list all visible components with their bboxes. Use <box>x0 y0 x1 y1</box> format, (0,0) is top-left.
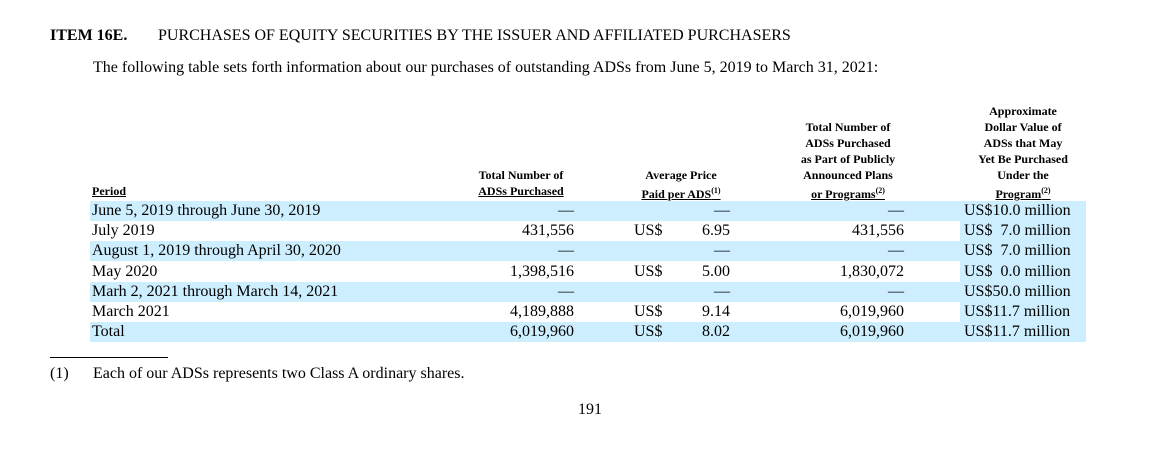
table-cell: US$ 7.0 million <box>964 222 1071 240</box>
table-cell: — <box>714 242 730 260</box>
header-text: Dollar Value of <box>984 120 1062 134</box>
column-header: Average Price Paid per ADS(1) <box>628 167 734 202</box>
table-cell: 1,830,072 <box>840 262 904 280</box>
header-line: Dollar Value of <box>960 119 1086 135</box>
header-line: Period <box>92 183 152 199</box>
header-text: ADSs that May <box>983 136 1063 150</box>
table-cell: 6,019,960 <box>510 323 574 341</box>
table-cell: 1,398,516 <box>510 262 574 280</box>
table-cell: Total <box>92 323 125 341</box>
page-number: 191 <box>578 401 602 418</box>
table-cell: US$10.0 million <box>964 202 1071 219</box>
header-line: or Programs(2) <box>788 183 908 202</box>
table-cell: — <box>888 202 904 219</box>
table-cell: US$ <box>634 262 663 280</box>
table-cell: 431,556 <box>522 222 574 240</box>
header-text: Program <box>995 187 1042 201</box>
table-row: Total 6,019,960 US$ 8.02 6,019,960 US$11.7 mi… <box>90 322 1086 343</box>
item-number: ITEM 16E. <box>50 27 128 44</box>
column-header: Period <box>92 183 152 199</box>
table-cell: US$ 7.0 million <box>964 242 1071 260</box>
header-text: Total Number of <box>478 168 564 182</box>
table-cell: US$ <box>634 303 663 320</box>
table-cell: — <box>558 242 574 260</box>
table-cell: US$50.0 million <box>964 282 1071 300</box>
table-cell: — <box>888 242 904 260</box>
column-header: Total Number of ADSs Purchased as Part of … <box>788 119 908 202</box>
table-row: Marh 2, 2021 through March 14, 2021 — — — US… <box>90 281 1086 302</box>
table-cell: US$11.7 million <box>964 323 1071 341</box>
item-title: PURCHASES OF EQUITY SECURITIES BY THE IS… <box>158 27 791 44</box>
column-header: Total Number of ADSs Purchased <box>466 167 576 199</box>
header-text: Total Number of <box>805 120 891 134</box>
header-text: Approximate <box>989 104 1057 118</box>
header-line: Total Number of <box>788 119 908 135</box>
header-line: Program(2) <box>960 183 1086 202</box>
table-cell: US$11.7 million <box>964 303 1071 320</box>
header-line: Under the <box>960 167 1086 183</box>
table-cell: August 1, 2019 through April 30, 2020 <box>92 242 341 260</box>
header-text: Under the <box>997 168 1049 182</box>
header-line: Average Price <box>628 167 734 183</box>
header-text: Yet Be Purchased <box>978 152 1068 166</box>
header-text: Paid per ADS <box>641 187 712 201</box>
column-header: Approximate Dollar Value of ADSs that May Y… <box>960 103 1086 202</box>
header-line: Approximate <box>960 103 1086 119</box>
header-text: Average Price <box>645 168 717 182</box>
footnote-marker: (1) <box>50 365 69 382</box>
header-text: as Part of Publicly <box>800 152 896 166</box>
table-cell: 8.02 <box>702 323 730 341</box>
table-cell: — <box>558 282 574 300</box>
table-cell: — <box>714 202 730 219</box>
note-ref: (1) <box>711 186 721 195</box>
note-ref: (2) <box>1041 186 1051 195</box>
footnote-text: Each of our ADSs represents two Class A … <box>93 365 465 382</box>
note-ref: (2) <box>875 186 885 195</box>
header-text: ADSs Purchased <box>805 136 891 150</box>
intro: The following table sets forth informati… <box>93 59 879 76</box>
table-cell: — <box>888 282 904 300</box>
table-row: May 2020 1,398,516 US$ 5.00 1,830,072 US$ 0.0… <box>90 262 1086 282</box>
table-cell: 5.00 <box>702 262 730 280</box>
header-line: as Part of Publicly <box>788 151 908 167</box>
table-cell: 4,189,888 <box>510 303 574 320</box>
table-row: August 1, 2019 through April 30, 2020 — — —… <box>90 241 1086 262</box>
header-text: Announced Plans <box>803 168 893 182</box>
header-line: ADSs Purchased <box>466 183 576 199</box>
table-row: June 5, 2019 through June 30, 2019 — — — US$… <box>90 201 1086 221</box>
table-cell: — <box>558 202 574 219</box>
table-cell: May 2020 <box>92 262 158 280</box>
footnote-rule <box>50 357 168 358</box>
table-cell: US$ <box>634 323 663 341</box>
header-text: ADSs Purchased <box>478 184 564 198</box>
table-cell: 6,019,960 <box>840 323 904 341</box>
table-cell: 6.95 <box>702 222 730 240</box>
table-cell: 6,019,960 <box>840 303 904 320</box>
table-cell: March 2021 <box>92 303 170 320</box>
column-shade <box>960 201 1086 342</box>
header-text: Period <box>92 184 126 198</box>
table-row: July 2019 431,556 US$ 6.95 431,556 US$ 7.0 mi… <box>90 221 1086 241</box>
table-cell: June 5, 2019 through June 30, 2019 <box>92 202 321 219</box>
header-line: Paid per ADS(1) <box>628 183 734 202</box>
table-cell: Marh 2, 2021 through March 14, 2021 <box>92 282 339 300</box>
table-cell: — <box>714 282 730 300</box>
header-text: or Programs <box>811 187 876 201</box>
table-row: March 2021 4,189,888 US$ 9.14 6,019,960 US$11… <box>90 302 1086 322</box>
header-line: ADSs that May <box>960 135 1086 151</box>
header-line: Yet Be Purchased <box>960 151 1086 167</box>
table-cell: US$ 0.0 million <box>964 262 1071 280</box>
header-line: Total Number of <box>466 167 576 183</box>
table-cell: US$ <box>634 222 663 240</box>
table-cell: 431,556 <box>852 222 904 240</box>
table-cell: 9.14 <box>702 303 730 320</box>
table-cell: July 2019 <box>92 222 155 240</box>
header-line: Announced Plans <box>788 167 908 183</box>
header-line: ADSs Purchased <box>788 135 908 151</box>
